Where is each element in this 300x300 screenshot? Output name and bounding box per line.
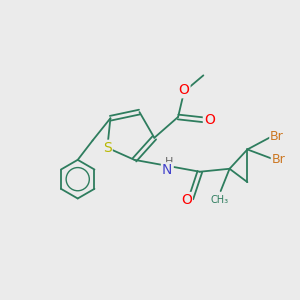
- Text: Br: Br: [270, 130, 284, 142]
- Text: O: O: [178, 83, 190, 97]
- Text: N: N: [162, 163, 172, 177]
- Text: H: H: [164, 157, 173, 167]
- Text: O: O: [181, 193, 192, 207]
- Text: O: O: [204, 113, 215, 127]
- Text: Br: Br: [272, 153, 286, 167]
- Text: S: S: [103, 141, 112, 155]
- Text: CH₃: CH₃: [210, 195, 228, 205]
